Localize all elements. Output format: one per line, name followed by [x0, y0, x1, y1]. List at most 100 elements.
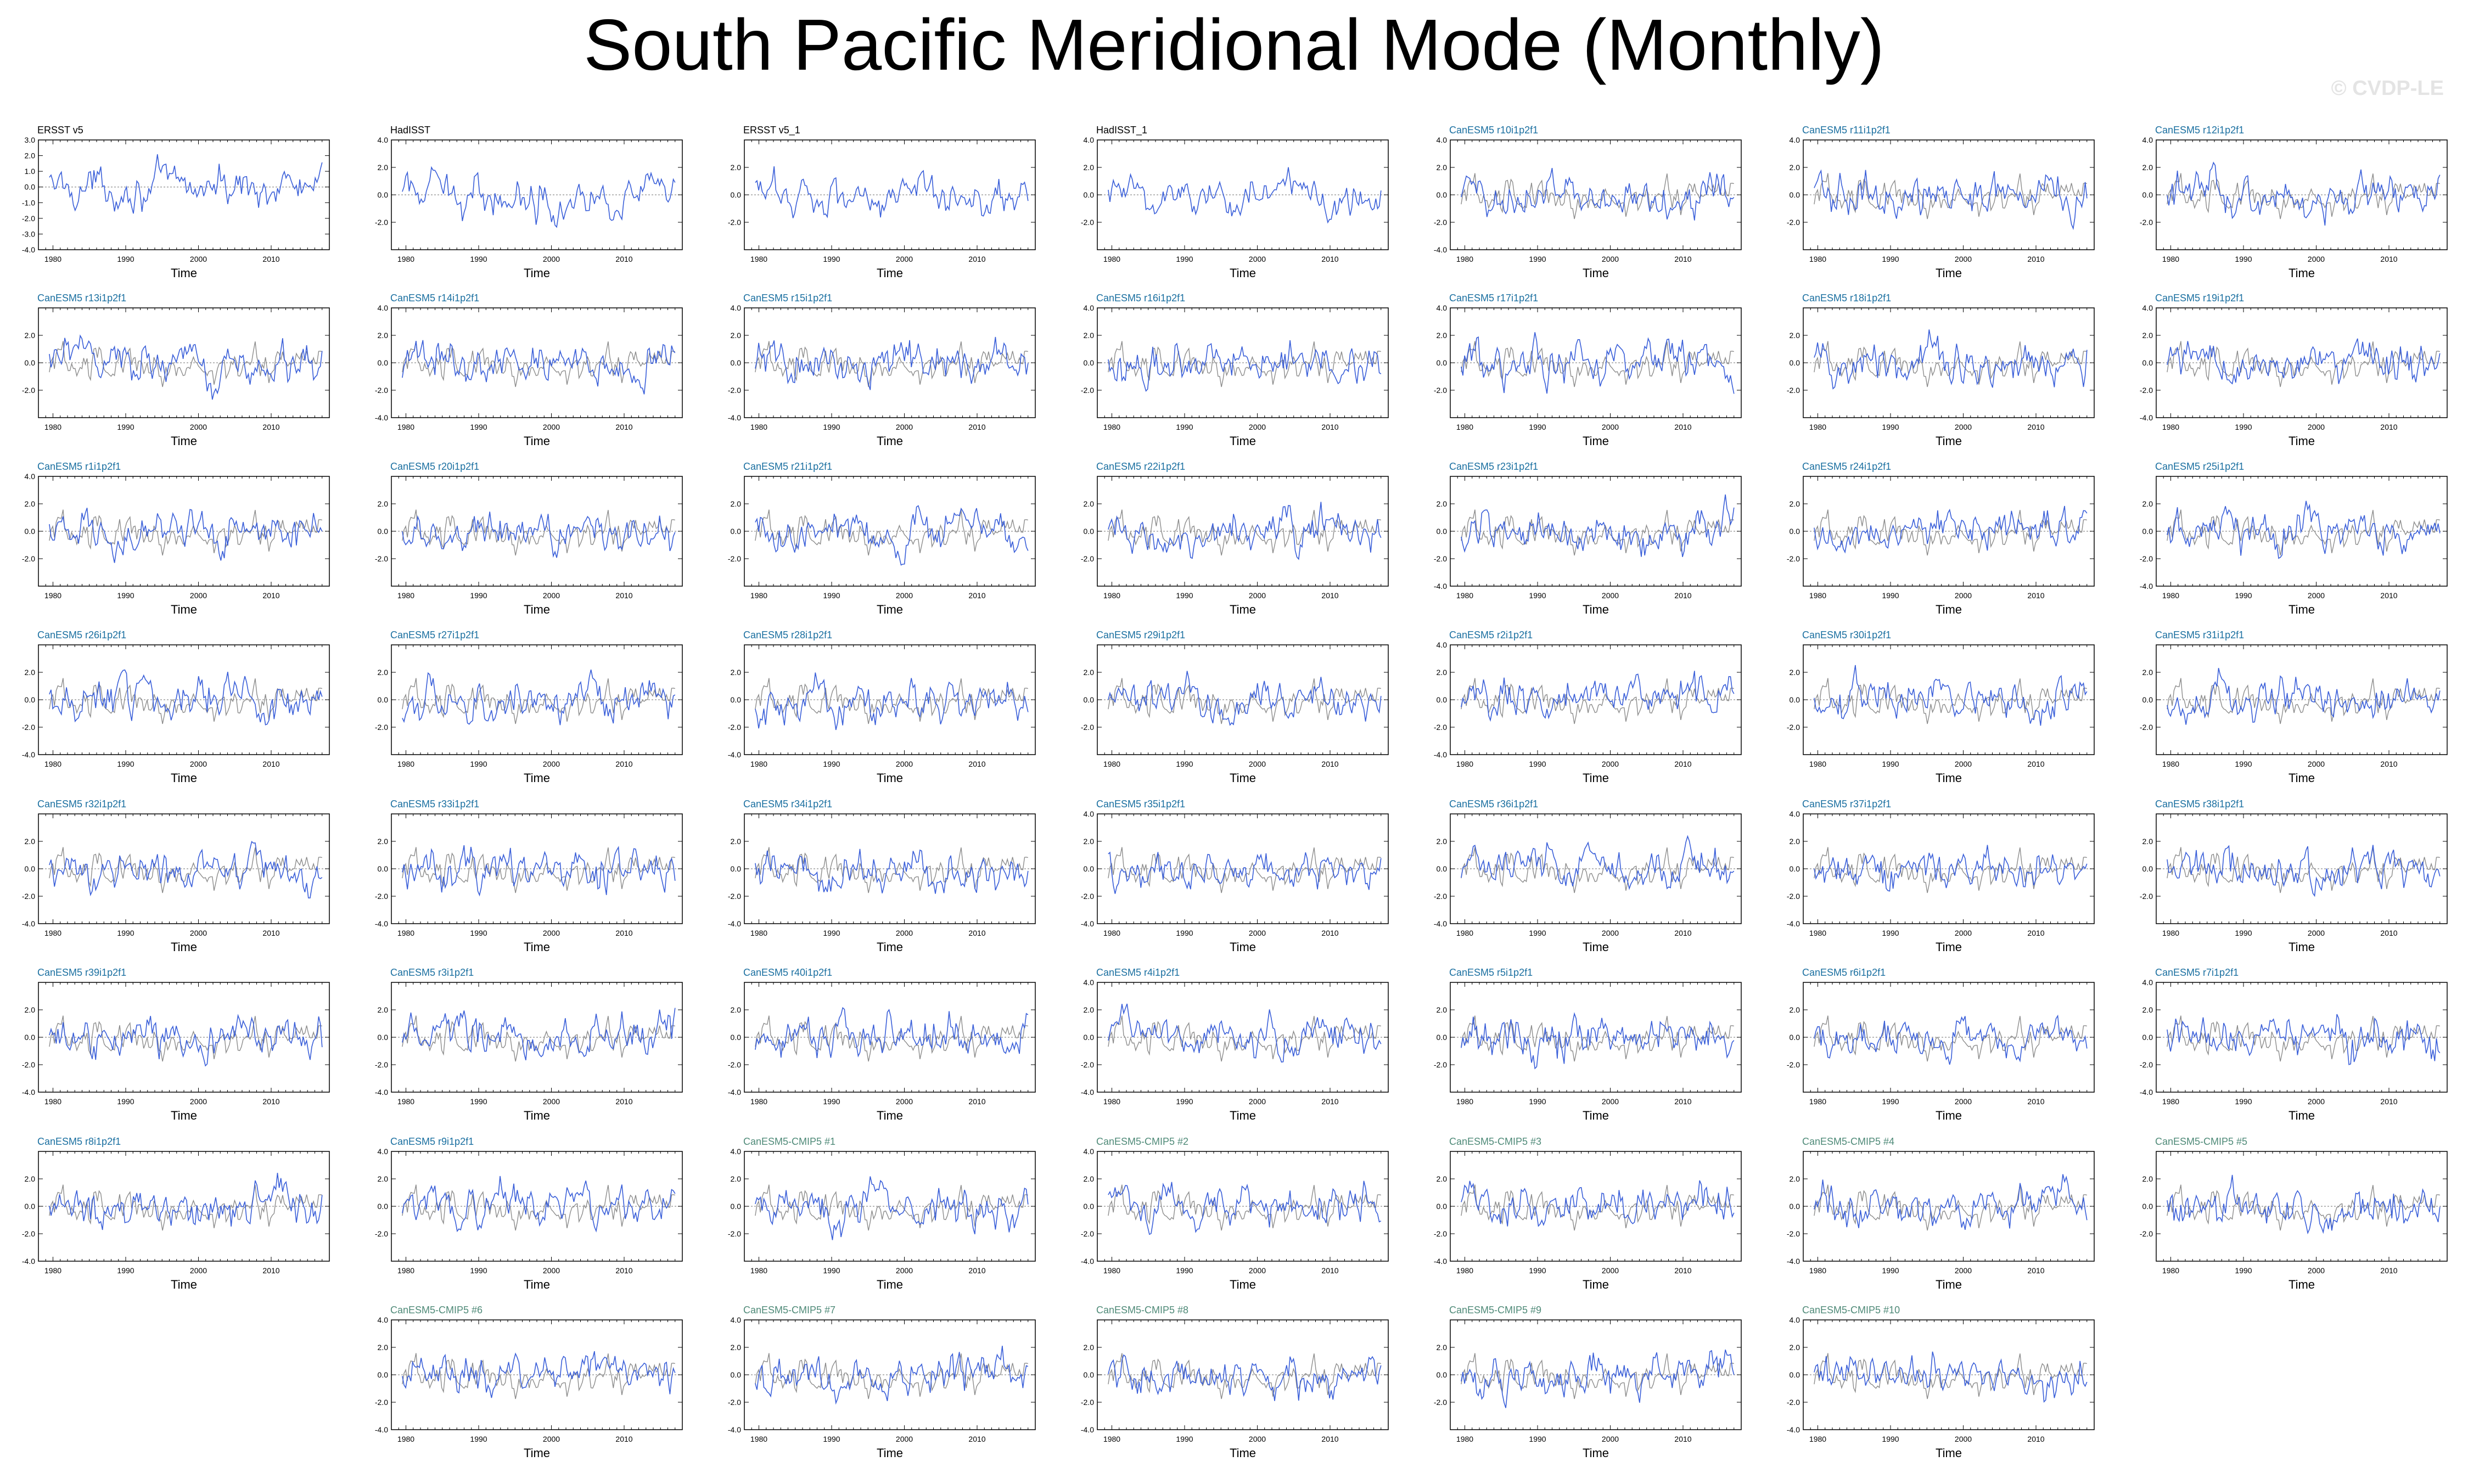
reference-series-line	[1108, 847, 1381, 893]
x-tick-label: 2000	[1955, 1435, 1972, 1443]
x-tick-label: 2010	[968, 760, 985, 768]
x-tick-label: 1980	[1103, 423, 1120, 431]
index-series-line	[402, 1351, 676, 1398]
panel-title: HadISST_1	[1096, 125, 1147, 136]
chart-panel: CanESM5-CMIP5 #7 1980 1990 2000 2010 4.0 2.0 0.…	[711, 1298, 1041, 1463]
y-tick-label: -2.0	[1434, 1398, 1447, 1407]
reference-series-line	[1108, 1184, 1381, 1231]
panel-svg: CanESM5 r36i1p2f1 1980 1990 2000 2010 2.0 0.0 -…	[1434, 799, 1742, 954]
y-tick-label: 4.0	[731, 1147, 742, 1156]
panel-title: CanESM5 r9i1p2f1	[390, 1136, 474, 1147]
x-axis-label: Time	[171, 266, 197, 280]
chart-panel: CanESM5 r36i1p2f1 1980 1990 2000 2010 2.0 0.0 -…	[1417, 792, 1747, 957]
x-tick-label: 1990	[1176, 255, 1193, 263]
reference-series-line	[755, 509, 1028, 556]
x-tick-label: 2000	[1249, 423, 1266, 431]
x-tick-label: 2000	[1955, 591, 1972, 600]
reference-series-line	[755, 1184, 1028, 1231]
panel-title: CanESM5 r29i1p2f1	[1096, 629, 1185, 640]
x-tick-label: 1990	[117, 1266, 134, 1275]
y-tick-label: -2.0	[2140, 1229, 2153, 1238]
y-tick-label: -2.0	[375, 554, 388, 563]
y-tick-label: 4.0	[731, 1316, 742, 1324]
chart-panel: CanESM5 r27i1p2f1 1980 1990 2000 2010 2.0 0.0 -…	[358, 623, 688, 788]
y-tick-label: -2.0	[375, 386, 388, 395]
x-tick-label: 1980	[397, 591, 414, 600]
y-tick-label: -4.0	[1434, 245, 1447, 254]
x-tick-label: 1990	[117, 591, 134, 600]
x-tick-label: 2010	[968, 1097, 985, 1106]
y-tick-label: 2.0	[731, 668, 742, 677]
panel-svg: CanESM5 r14i1p2f1 1980 1990 2000 2010 4.0 2.0 0…	[375, 293, 683, 448]
index-series-line	[2167, 338, 2441, 385]
panel-svg: CanESM5 r15i1p2f1 1980 1990 2000 2010 4.0 2.0 0…	[728, 293, 1036, 448]
y-tick-label: -2.0	[22, 723, 35, 732]
y-tick-label: -3.0	[22, 229, 35, 238]
x-tick-label: 1980	[397, 1266, 414, 1275]
panel-svg: CanESM5 r38i1p2f1 1980 1990 2000 2010 2.0 0.0 -…	[2140, 799, 2448, 954]
y-tick-label: 0.0	[25, 527, 36, 536]
panel-svg: CanESM5 r10i1p2f1 1980 1990 2000 2010 4.0 2.0 0…	[1434, 125, 1742, 280]
x-tick-label: 1990	[470, 1266, 487, 1275]
y-tick-label: -2.0	[375, 892, 388, 901]
y-tick-label: -4.0	[728, 413, 741, 422]
y-tick-label: 0.0	[1790, 864, 1800, 873]
y-tick-label: 2.0	[1790, 1174, 1800, 1183]
y-tick-label: 2.0	[1084, 331, 1095, 340]
y-tick-label: 0.0	[1437, 695, 1448, 704]
reference-series-line	[49, 1184, 322, 1231]
panel-svg: ERSST v5_1 1980 1990 2000 2010 2.0 0.0 -2.0 Time	[728, 125, 1036, 280]
x-tick-label: 2000	[1602, 423, 1619, 431]
panel-svg: CanESM5 r29i1p2f1 1980 1990 2000 2010 2.0 0.0 -…	[1081, 629, 1389, 785]
x-axis-label: Time	[2288, 603, 2315, 616]
y-tick-label: -4.0	[375, 1088, 388, 1097]
index-series-line	[1814, 169, 2088, 231]
x-tick-label: 1980	[1809, 423, 1826, 431]
y-tick-label: 2.0	[1084, 1005, 1095, 1014]
index-series-line	[49, 508, 323, 563]
x-tick-label: 1980	[1103, 1097, 1120, 1106]
y-tick-label: 0.0	[378, 1202, 389, 1211]
x-tick-label: 1980	[1809, 1266, 1826, 1275]
x-tick-label: 2000	[1955, 423, 1972, 431]
reference-series-line	[1108, 1015, 1381, 1062]
x-tick-label: 1980	[1456, 760, 1473, 768]
x-tick-label: 1990	[117, 929, 134, 937]
index-series-line	[1108, 502, 1382, 560]
panel-title: CanESM5 r30i1p2f1	[1802, 629, 1891, 640]
x-tick-label: 2010	[1321, 1266, 1338, 1275]
y-tick-label: 2.0	[378, 499, 389, 508]
y-tick-label: 2.0	[1437, 1174, 1448, 1183]
chart-panel: CanESM5 r1i1p2f1 1980 1990 2000 2010 4.0 2.0 0.…	[5, 454, 335, 619]
panel-title: CanESM5 r6i1p2f1	[1802, 967, 1886, 978]
y-tick-label: 0.0	[378, 1370, 389, 1379]
y-tick-label: -2.0	[22, 1229, 35, 1238]
chart-panel: CanESM5 r2i1p2f1 1980 1990 2000 2010 4.0 2.0 0.…	[1417, 623, 1747, 788]
x-tick-label: 1980	[1103, 929, 1120, 937]
panel-svg: CanESM5 r2i1p2f1 1980 1990 2000 2010 4.0 2.0 0.…	[1434, 629, 1742, 785]
y-tick-label: 0.0	[1790, 1370, 1800, 1379]
x-tick-label: 2000	[543, 423, 560, 431]
chart-panel: CanESM5 r18i1p2f1 1980 1990 2000 2010 2.0 0.0 -…	[1770, 286, 2100, 451]
x-tick-label: 1990	[2235, 1266, 2252, 1275]
index-series-line	[2167, 501, 2441, 559]
x-axis-label: Time	[1583, 940, 1609, 954]
x-axis-label: Time	[1583, 1109, 1609, 1122]
x-axis-label: Time	[171, 940, 197, 954]
chart-panel: CanESM5-CMIP5 #2 1980 1990 2000 2010 4.0 2.0 0.…	[1064, 1129, 1394, 1294]
x-tick-label: 2000	[896, 1097, 913, 1106]
x-tick-label: 1990	[470, 1435, 487, 1443]
y-tick-label: 0.0	[1790, 695, 1800, 704]
chart-panel: CanESM5 r5i1p2f1 1980 1990 2000 2010 2.0 0.0 -2…	[1417, 960, 1747, 1125]
y-tick-label: -2.0	[22, 892, 35, 901]
y-tick-label: 0.0	[1437, 1202, 1448, 1211]
reference-series-line	[402, 678, 675, 724]
panel-title: CanESM5 r14i1p2f1	[390, 293, 479, 303]
chart-panel: CanESM5 r10i1p2f1 1980 1990 2000 2010 4.0 2.0 0…	[1417, 118, 1747, 283]
y-tick-label: 2.0	[378, 837, 389, 846]
x-tick-label: 1990	[470, 929, 487, 937]
y-tick-label: 0.0	[378, 864, 389, 873]
panel-svg: CanESM5 r11i1p2f1 1980 1990 2000 2010 4.0 2.0 0…	[1787, 125, 2095, 280]
index-series-line	[2167, 1014, 2441, 1065]
index-series-line	[755, 1346, 1029, 1405]
